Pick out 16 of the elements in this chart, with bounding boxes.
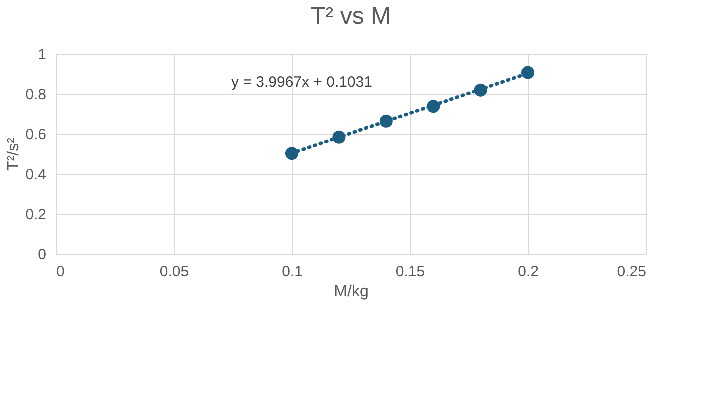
y-tick-label: 0.6 <box>26 126 46 144</box>
x-tick-label: 0.05 <box>160 264 190 280</box>
chart-title: T² vs M <box>311 3 391 30</box>
x-tick-label: 0.1 <box>282 264 303 280</box>
y-tick-label: 0.2 <box>26 206 46 224</box>
x-axis-title: M/kg <box>334 284 369 300</box>
y-tick-label: 0.4 <box>26 166 46 184</box>
y-tick-label: 1 <box>38 46 46 64</box>
y-tick-label: 0 <box>38 246 46 264</box>
x-tick-label: 0.25 <box>617 264 646 280</box>
x-tick-label: 0.2 <box>518 264 539 280</box>
annotation: y = 3.9967x + 0.1031 <box>232 74 372 91</box>
y-tick-label: 0.8 <box>26 86 46 104</box>
x-tick-label: 0 <box>56 264 65 280</box>
y-axis-title: T²/s² <box>6 137 23 171</box>
x-tick-label: 0.15 <box>396 264 426 280</box>
